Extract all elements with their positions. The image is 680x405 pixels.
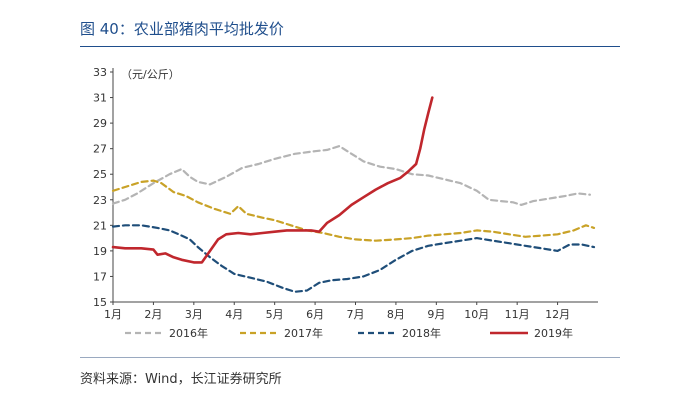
series-line-1 xyxy=(111,179,596,242)
x-tick-label: 3月 xyxy=(185,308,203,321)
series-line-2 xyxy=(111,224,596,293)
chart-series xyxy=(111,96,596,293)
y-unit-label: （元/公斤） xyxy=(121,68,180,81)
y-tick-label: 31 xyxy=(93,92,107,105)
y-tick-label: 15 xyxy=(93,296,107,309)
x-tick-label: 4月 xyxy=(225,308,243,321)
figure-title: 图 40：农业部猪肉平均批发价 xyxy=(80,20,284,38)
y-tick-label: 19 xyxy=(93,245,107,258)
x-tick-label: 7月 xyxy=(347,308,365,321)
y-tick-label: 17 xyxy=(93,270,107,283)
title-rule xyxy=(80,46,620,47)
y-tick-label: 29 xyxy=(93,117,107,130)
legend-label-1: 2017年 xyxy=(284,326,323,340)
legend-label-0: 2016年 xyxy=(169,326,208,340)
footer-rule xyxy=(80,357,620,358)
y-tick-label: 23 xyxy=(93,194,107,207)
series-line-3 xyxy=(111,96,434,264)
y-tick-label: 25 xyxy=(93,168,107,181)
y-tick-label: 21 xyxy=(93,219,107,232)
legend-label-2: 2018年 xyxy=(402,326,441,340)
x-tick-label: 1月 xyxy=(104,308,122,321)
chart-axes: （元/公斤） 15 17 19 21 23 25 27 29 31 33 1月 2月 3月 4月 5月 6月 7月… xyxy=(93,66,598,321)
x-tick-label: 8月 xyxy=(387,308,405,321)
y-tick-label: 33 xyxy=(93,66,107,79)
source-note: 资料来源：Wind，长江证券研究所 xyxy=(80,372,282,387)
x-tick-label: 9月 xyxy=(427,308,445,321)
x-tick-label: 11月 xyxy=(505,308,530,321)
y-tick-label: 27 xyxy=(93,143,107,156)
x-tick-label: 5月 xyxy=(266,308,284,321)
x-tick-label: 10月 xyxy=(464,308,489,321)
x-tick-label: 12月 xyxy=(545,308,570,321)
legend-label-3: 2019年 xyxy=(534,326,573,340)
x-tick-label: 2月 xyxy=(144,308,162,321)
x-tick-label: 6月 xyxy=(306,308,324,321)
chart-legend: 2016年 2017年 2018年 2019年 xyxy=(125,326,573,340)
pork-price-chart: （元/公斤） 15 17 19 21 23 25 27 29 31 33 1月 2月 3月 4月 5月 6月 7月… xyxy=(93,66,598,340)
series-line-0 xyxy=(111,145,591,206)
